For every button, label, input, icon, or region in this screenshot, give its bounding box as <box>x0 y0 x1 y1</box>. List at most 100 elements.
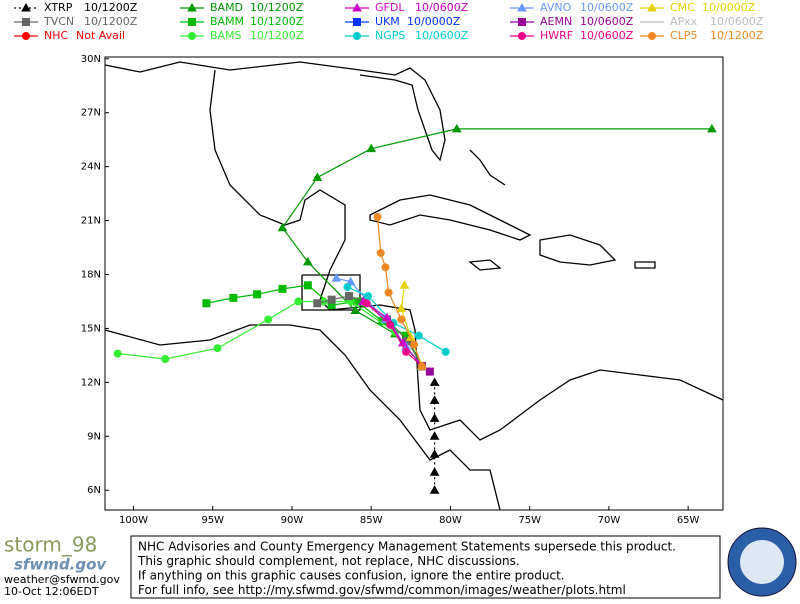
marker <box>376 248 385 257</box>
footer: storm_98 sfwmd.gov weather@sfwmd.gov 10-… <box>4 527 797 599</box>
marker <box>202 299 211 308</box>
lat-tick-label: 9N <box>87 431 101 442</box>
lon-tick-label: 100W <box>119 515 148 526</box>
marker <box>229 293 238 302</box>
marker <box>353 18 361 26</box>
marker <box>381 263 390 272</box>
marker <box>331 273 342 282</box>
marker <box>396 303 407 313</box>
lon-tick-label: 85W <box>360 515 383 526</box>
marker <box>313 299 322 308</box>
marker <box>405 332 416 341</box>
map-frame <box>104 56 724 511</box>
legend-name: AVNO <box>540 1 572 14</box>
marker <box>384 288 393 297</box>
marker <box>707 123 717 133</box>
legend-time: Not Avail <box>76 29 125 42</box>
lat-tick-label: 24N <box>81 162 101 173</box>
marker <box>187 2 197 12</box>
email: weather@sfwmd.gov <box>4 573 120 586</box>
timestamp: 10-Oct 12:06EDT <box>4 585 99 598</box>
legend-time: 10/1200Z <box>710 29 764 42</box>
marker <box>429 413 440 422</box>
seal-inner <box>740 540 784 584</box>
marker <box>429 395 440 404</box>
marker <box>312 172 323 181</box>
legend-time: 10/0000Z <box>407 15 461 28</box>
legend-time: 10/0600Z <box>580 15 634 28</box>
marker <box>414 331 423 340</box>
legend-name: BAMS <box>210 29 242 42</box>
marker <box>518 18 526 26</box>
notice-line: For full info, see http://my.sfwmd.gov/s… <box>138 583 626 597</box>
lon-tick-label: 70W <box>598 515 621 526</box>
notice-line: If anything on this graphic causes confu… <box>138 569 565 583</box>
legend-name: APxx <box>670 15 698 28</box>
lon-tick-label: 90W <box>281 515 304 526</box>
marker <box>327 295 336 304</box>
legend-time: 10/0600Z <box>710 15 764 28</box>
legend-time: 10/0600Z <box>415 29 469 42</box>
legend-name: CLP5 <box>670 29 697 42</box>
legend-time: 10/1200Z <box>250 1 304 14</box>
marker <box>362 299 371 308</box>
lat-tick-label: 6N <box>87 485 101 496</box>
marker <box>364 292 373 301</box>
marker <box>425 367 434 376</box>
marker <box>441 347 450 356</box>
legend-name: BAMD <box>210 1 243 14</box>
track <box>366 302 423 367</box>
marker <box>21 2 31 12</box>
legend-time: 10/0600Z <box>580 1 634 14</box>
marker <box>397 315 406 324</box>
lon-tick-label: 95W <box>201 515 224 526</box>
marker <box>382 312 392 322</box>
brand: storm_98 <box>4 533 97 557</box>
marker <box>451 123 462 133</box>
marker <box>517 2 527 12</box>
legend-name: BAMM <box>210 15 244 28</box>
marker <box>188 32 196 40</box>
marker <box>417 362 426 371</box>
legend-name: HWRF <box>540 29 573 42</box>
marker <box>277 222 288 232</box>
marker <box>302 256 313 266</box>
legend-time: 10/1200Z <box>250 15 304 28</box>
marker <box>294 297 303 306</box>
marker <box>303 281 312 290</box>
marker <box>343 283 352 292</box>
marker <box>410 340 418 349</box>
legend-name: TVCN <box>43 15 74 28</box>
lat-tick-label: 15N <box>81 323 101 334</box>
legend-time: 10/1200Z <box>84 15 138 28</box>
marker <box>113 349 122 358</box>
marker <box>345 292 354 301</box>
lat-tick-label: 30N <box>81 54 101 65</box>
marker <box>399 280 410 289</box>
legend-name: CMC <box>670 1 695 14</box>
marker <box>366 143 377 153</box>
lat-tick-label: 21N <box>81 216 101 227</box>
marker <box>429 449 440 458</box>
lon-tick-label: 65W <box>677 515 700 526</box>
marker <box>278 284 287 293</box>
legend-name: AEMN <box>540 15 572 28</box>
notice-line: This graphic should complement, not repl… <box>137 554 520 568</box>
marker <box>22 32 30 40</box>
lon-tick-label: 80W <box>439 515 462 526</box>
lat-tick-label: 18N <box>81 270 101 281</box>
marker <box>518 32 526 40</box>
logo-text: sfwmd.gov <box>14 556 107 574</box>
legend-time: 10/0600Z <box>580 29 634 42</box>
marker <box>648 32 656 40</box>
marker <box>429 467 440 476</box>
marker <box>429 485 440 494</box>
legend-name: GFDL <box>375 1 405 14</box>
lat-tick-label: 27N <box>81 108 101 119</box>
legend-name: NHC <box>44 29 69 42</box>
marker <box>352 2 362 12</box>
track <box>362 300 423 367</box>
coastlines <box>104 61 724 511</box>
lat-tick-label: 12N <box>81 377 101 388</box>
